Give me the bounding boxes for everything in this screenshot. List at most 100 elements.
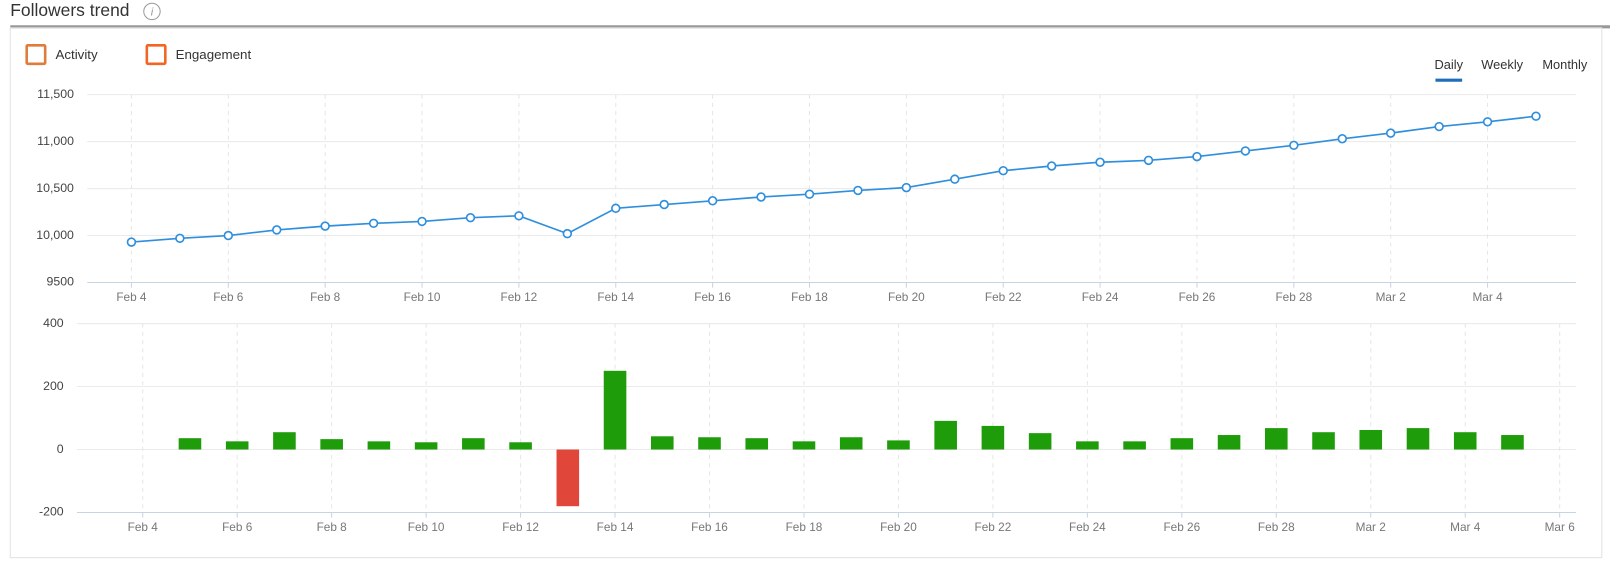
bar xyxy=(1312,432,1335,450)
data-point xyxy=(1434,121,1444,132)
x-tick-label: Feb 24 xyxy=(1082,290,1119,304)
x-tick-label: Feb 16 xyxy=(691,520,728,534)
x-tick-label: Feb 4 xyxy=(128,520,159,534)
x-tick-label: Feb 26 xyxy=(1179,290,1216,304)
bar xyxy=(1123,441,1146,450)
y-tick-label: 11,500 xyxy=(37,87,74,101)
bar xyxy=(1076,441,1099,450)
y-tick-label: 9500 xyxy=(47,275,75,289)
x-tick-label: Feb 4 xyxy=(116,290,147,304)
x-tick-label: Feb 10 xyxy=(404,290,441,304)
toggle-box[interactable] xyxy=(25,44,47,66)
x-tick-label: Mar 4 xyxy=(1472,290,1503,304)
data-point xyxy=(1482,117,1493,127)
x-tick-label: Feb 22 xyxy=(985,290,1022,304)
x-tick-label: Mar 2 xyxy=(1376,290,1406,304)
x-tick-label: Feb 20 xyxy=(880,520,917,534)
data-point xyxy=(756,192,766,202)
data-point xyxy=(514,211,524,221)
x-tick-label: Feb 24 xyxy=(1069,520,1106,534)
bar xyxy=(934,420,957,450)
x-tick-label: Mar 6 xyxy=(1545,520,1576,534)
bar xyxy=(650,436,674,450)
x-tick-label: Feb 8 xyxy=(310,290,341,304)
bar xyxy=(556,449,580,507)
x-tick-label: Feb 10 xyxy=(408,520,445,534)
data-point xyxy=(1046,161,1057,171)
data-line xyxy=(131,115,1537,243)
bar xyxy=(603,370,627,450)
x-tick-label: Feb 28 xyxy=(1258,520,1295,534)
data-point xyxy=(1143,155,1154,166)
x-tick-label: Feb 26 xyxy=(1163,520,1200,534)
data-point xyxy=(1531,111,1541,121)
bar xyxy=(320,439,343,450)
bar xyxy=(1501,435,1524,450)
x-tick-label: Feb 22 xyxy=(975,520,1012,534)
tab[interactable]: Monthly xyxy=(1542,57,1588,72)
data-point xyxy=(417,216,427,227)
x-tick-label: Feb 18 xyxy=(791,290,828,304)
y-tick-label: 11,000 xyxy=(37,134,74,148)
panel xyxy=(9,27,1603,559)
x-tick-label: Mar 4 xyxy=(1450,520,1481,534)
data-point xyxy=(998,165,1008,176)
data-point xyxy=(1192,151,1202,162)
bar xyxy=(1453,432,1477,450)
bar xyxy=(273,432,296,450)
toggle-label[interactable]: Activity xyxy=(55,47,98,62)
data-point xyxy=(901,182,912,193)
y-tick-label: -200 xyxy=(39,505,64,519)
data-point xyxy=(320,221,330,231)
bar xyxy=(1217,435,1241,450)
x-tick-label: Feb 16 xyxy=(694,290,731,304)
y-tick-label: 0 xyxy=(57,442,64,456)
bar xyxy=(745,438,769,450)
toggle-box[interactable] xyxy=(145,44,167,66)
bar xyxy=(887,440,910,450)
data-point xyxy=(804,189,815,199)
x-tick-label: Feb 14 xyxy=(597,290,634,304)
data-point xyxy=(707,196,718,206)
bar xyxy=(792,441,816,450)
bar xyxy=(178,438,202,450)
data-point xyxy=(659,199,669,210)
widget-title: Followers trend xyxy=(10,0,129,20)
x-tick-label: Feb 6 xyxy=(222,520,253,534)
x-tick-label: Feb 28 xyxy=(1275,290,1312,304)
bar xyxy=(1028,433,1052,450)
x-tick-label: Feb 14 xyxy=(597,520,634,534)
tab[interactable]: Weekly xyxy=(1481,57,1523,72)
data-point xyxy=(1095,157,1105,167)
data-point xyxy=(1385,128,1396,138)
data-point xyxy=(272,225,282,235)
bar xyxy=(462,438,485,450)
bar xyxy=(1406,428,1430,450)
y-tick-label: 400 xyxy=(43,316,64,330)
x-tick-label: Feb 18 xyxy=(786,520,823,534)
bar xyxy=(981,425,1005,450)
data-point xyxy=(562,228,573,239)
bar xyxy=(509,442,532,450)
x-tick-label: Feb 12 xyxy=(502,520,539,534)
bar xyxy=(225,441,249,450)
data-point xyxy=(1240,146,1251,156)
tab[interactable]: Daily xyxy=(1435,57,1464,72)
y-tick-label: 10,500 xyxy=(36,181,74,195)
bar xyxy=(367,441,391,450)
bar xyxy=(1265,428,1288,450)
data-point xyxy=(368,218,379,229)
info-icon[interactable] xyxy=(143,2,161,21)
bar xyxy=(1359,430,1383,450)
x-tick-label: Feb 12 xyxy=(501,290,538,304)
data-point xyxy=(465,212,476,223)
y-tick-label: 200 xyxy=(43,379,64,393)
data-point xyxy=(611,203,621,214)
bar xyxy=(698,437,721,450)
toggle-label[interactable]: Engagement xyxy=(176,47,252,62)
bar xyxy=(839,437,863,450)
x-tick-label: Feb 8 xyxy=(317,520,348,534)
data-point xyxy=(1337,134,1347,144)
